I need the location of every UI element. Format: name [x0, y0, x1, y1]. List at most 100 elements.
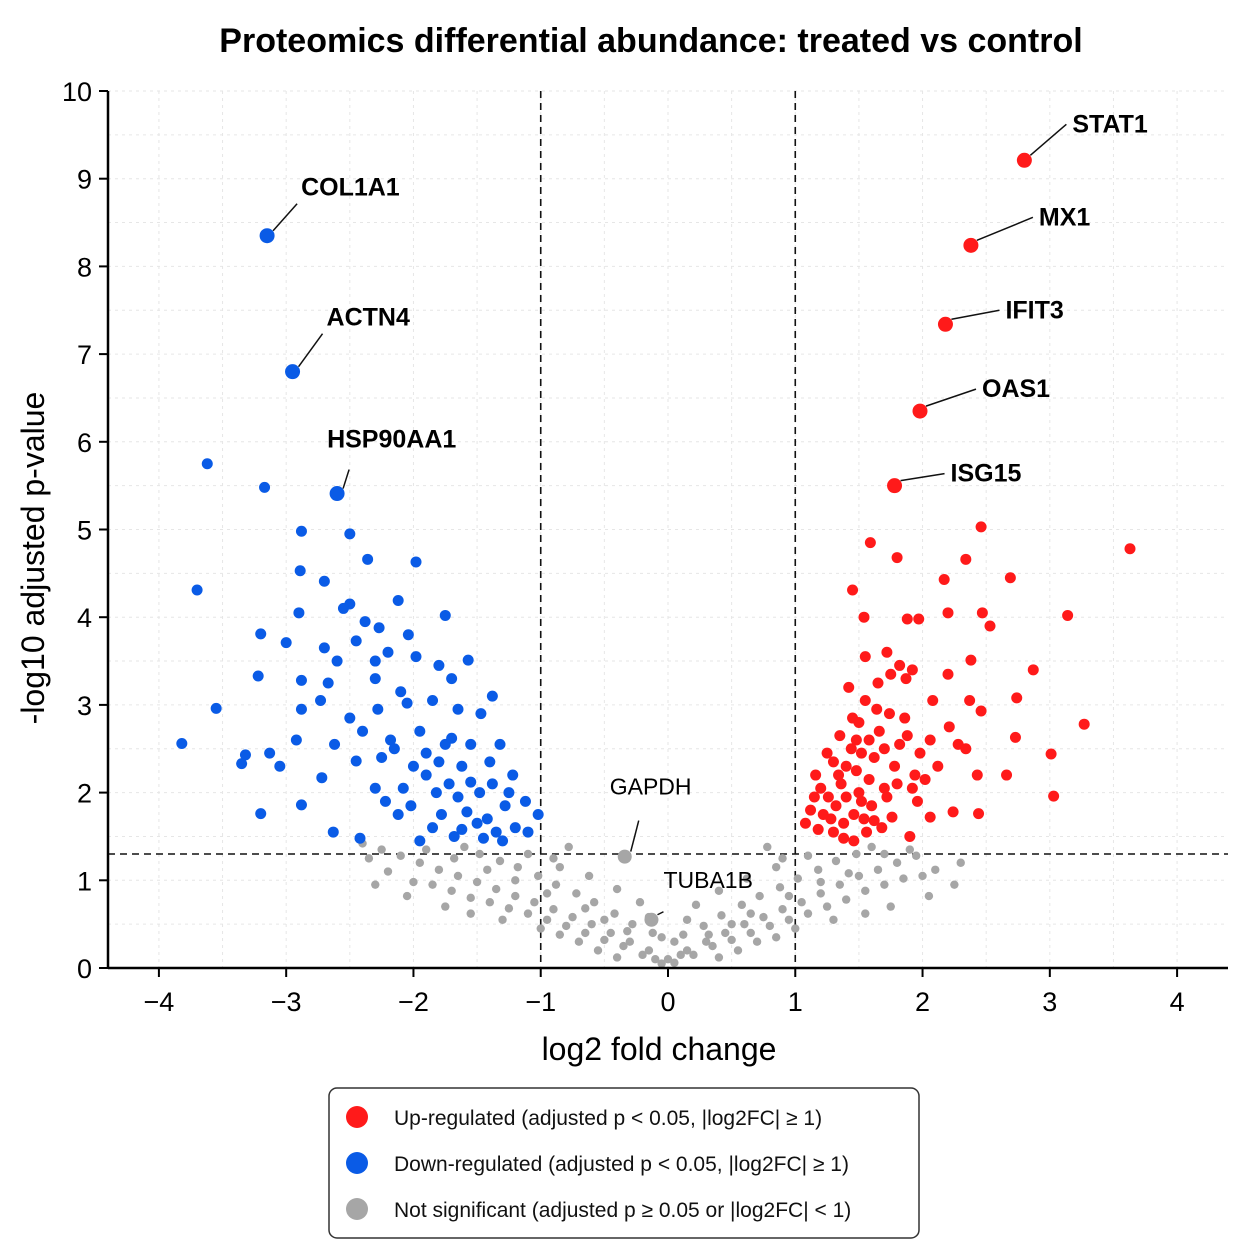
- gene-label-tuba1b: TUBA1B: [663, 867, 752, 893]
- ns-point: [880, 880, 889, 889]
- down-point: [532, 809, 544, 821]
- ns-point: [657, 959, 666, 968]
- up-point: [815, 782, 827, 794]
- up-point: [919, 773, 931, 785]
- annotated-point-ifit3: [937, 316, 953, 332]
- up-point: [900, 673, 912, 685]
- down-point: [369, 782, 381, 794]
- ns-point: [784, 891, 794, 901]
- annotated-point-hsp90aa1: [329, 486, 345, 502]
- down-point: [379, 795, 391, 807]
- down-point: [461, 806, 473, 818]
- grid: [108, 90, 1228, 968]
- ns-point: [931, 865, 940, 874]
- down-point: [295, 525, 307, 537]
- up-point: [827, 756, 839, 768]
- up-point: [834, 730, 846, 742]
- ns-point: [841, 895, 851, 904]
- y-tick-label: 9: [77, 165, 92, 195]
- down-point: [191, 584, 203, 596]
- legend-up-label: Up-regulated (adjusted p < 0.05, |log2FC…: [394, 1107, 822, 1130]
- ns-point: [644, 946, 654, 955]
- annotated-point-mx1: [963, 237, 979, 253]
- ns-point: [466, 909, 475, 918]
- down-point: [486, 778, 498, 790]
- down-point: [456, 823, 468, 835]
- y-tick-label: 1: [77, 866, 92, 896]
- threshold-lines: [108, 91, 1228, 968]
- annotated-point-isg15: [887, 478, 903, 494]
- ns-point: [803, 909, 813, 918]
- up-point: [853, 787, 865, 799]
- up-point: [858, 813, 870, 825]
- ns-point: [670, 937, 679, 946]
- gene-label-actn4: ACTN4: [327, 304, 410, 332]
- ns-point: [880, 849, 889, 859]
- gene-label-hsp90aa1: HSP90AA1: [327, 426, 456, 454]
- ns-point: [536, 924, 545, 933]
- ns-point: [765, 921, 775, 931]
- legend-ns-label: Not significant (adjusted p ≥ 0.05 or |l…: [394, 1199, 851, 1222]
- annotation-leader: [900, 472, 945, 482]
- down-point: [255, 808, 267, 820]
- ns-point: [587, 919, 596, 929]
- down-point: [494, 738, 506, 750]
- annotated-point-col1a1: [259, 228, 275, 244]
- up-point: [1124, 543, 1136, 555]
- x-axis-label: log2 fold change: [542, 1031, 777, 1067]
- down-point: [388, 743, 400, 755]
- up-point: [1011, 692, 1023, 704]
- down-point: [448, 830, 460, 842]
- down-point: [295, 674, 307, 686]
- up-point: [889, 760, 901, 772]
- up-point: [848, 835, 860, 847]
- ns-point: [831, 856, 841, 866]
- down-point: [295, 703, 307, 715]
- up-point: [942, 668, 954, 680]
- down-point: [410, 556, 422, 568]
- up-point: [899, 712, 911, 724]
- down-point: [477, 832, 489, 844]
- ns-point: [568, 912, 577, 922]
- down-point: [322, 677, 334, 689]
- ns-point: [396, 851, 405, 860]
- ns-point: [699, 921, 708, 931]
- down-point: [385, 734, 397, 746]
- down-point: [372, 703, 384, 715]
- up-point: [881, 646, 893, 658]
- ns-point: [549, 854, 558, 863]
- down-point: [465, 776, 477, 788]
- ns-point: [561, 921, 571, 931]
- up-point: [975, 521, 987, 533]
- legend-down-label: Down-regulated (adjusted p < 0.05, |log2…: [394, 1153, 849, 1176]
- legend-frame: [328, 1087, 920, 1239]
- up-point: [871, 703, 883, 715]
- down-point: [433, 659, 445, 671]
- ns-point: [610, 909, 619, 918]
- ns-point: [648, 928, 657, 938]
- gene-label-gapdh: GAPDH: [610, 774, 692, 800]
- ns-point: [447, 886, 456, 896]
- ns-point: [625, 937, 635, 946]
- down-regulated-points: [176, 458, 544, 847]
- down-point: [369, 655, 381, 667]
- down-point: [259, 481, 271, 493]
- up-point: [906, 782, 918, 794]
- ns-point: [775, 883, 785, 892]
- x-tick-label: 0: [660, 987, 675, 1017]
- ns-point: [861, 909, 870, 918]
- up-point: [927, 695, 939, 707]
- up-point: [868, 815, 880, 827]
- ns-point: [797, 898, 806, 907]
- down-point: [350, 755, 362, 767]
- ns-point: [742, 874, 752, 883]
- ns-point: [816, 889, 825, 898]
- gene-label-mx1: MX1: [1039, 203, 1091, 231]
- ns-point: [589, 898, 599, 907]
- ns-point: [708, 941, 717, 951]
- up-point: [883, 708, 895, 720]
- down-point: [264, 747, 276, 759]
- annotation-leader: [342, 469, 350, 489]
- ns-point: [861, 886, 870, 896]
